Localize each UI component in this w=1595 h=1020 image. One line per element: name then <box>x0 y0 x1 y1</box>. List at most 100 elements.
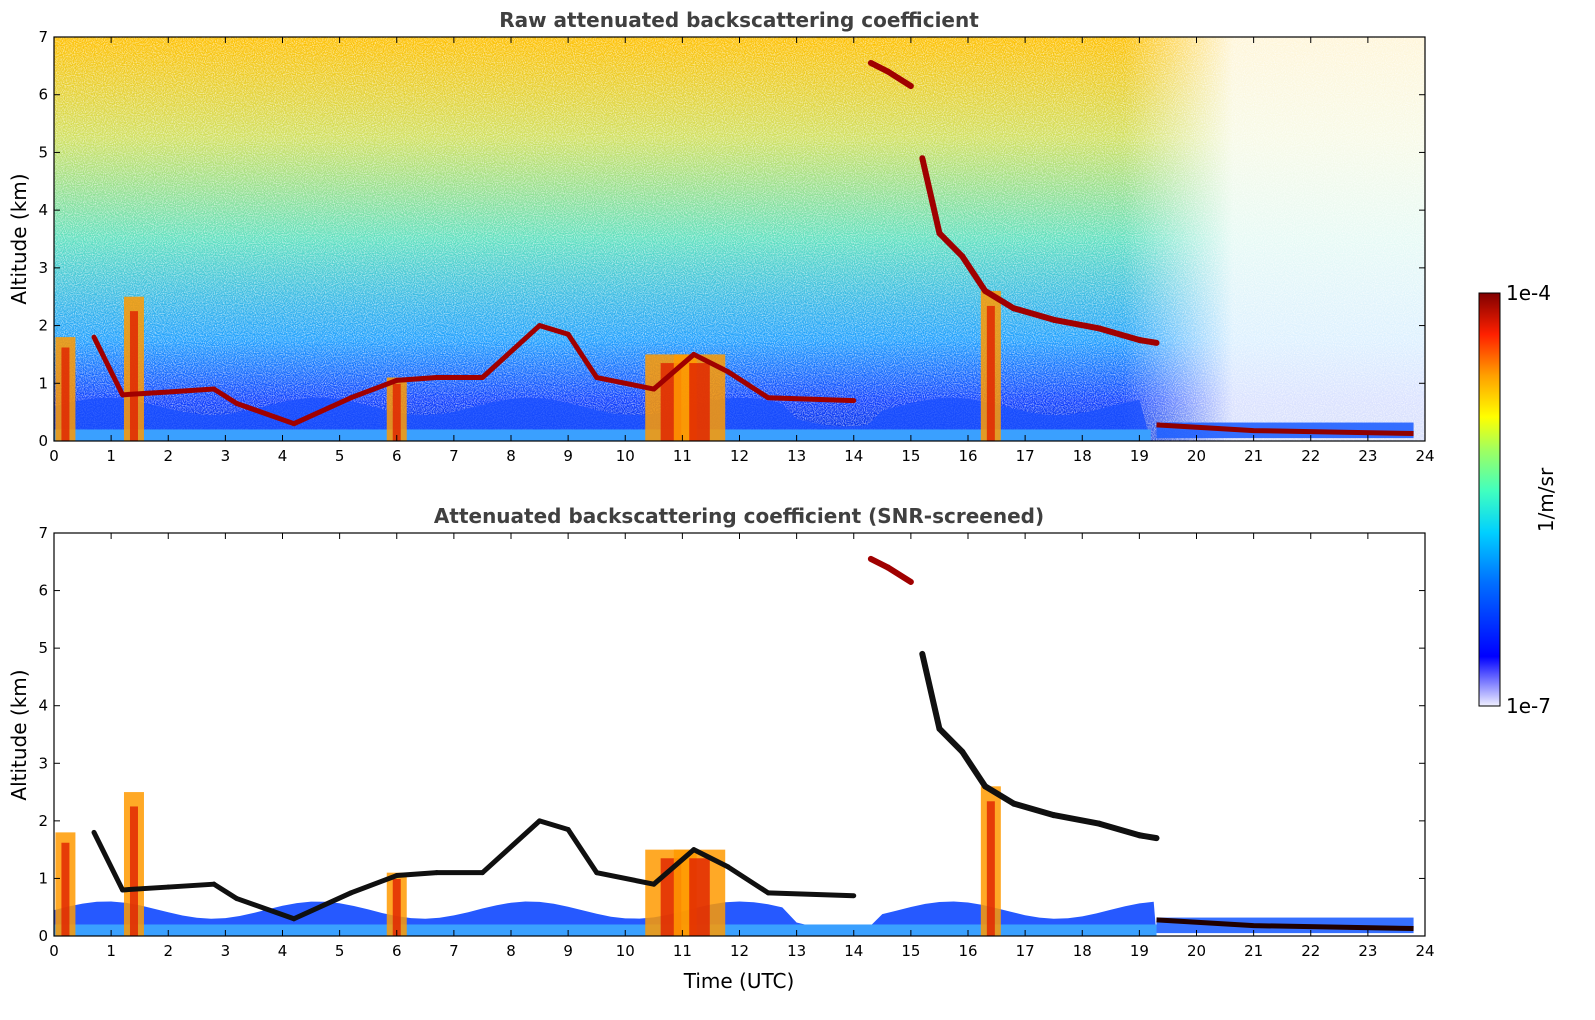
y-tick-label: 3 <box>38 754 48 772</box>
upper-cloud-segment <box>982 287 1017 312</box>
x-tick-label: 18 <box>1073 447 1092 465</box>
y-axis-label: Altitude (km) <box>7 669 31 800</box>
low-cloud-segment <box>91 829 126 893</box>
x-tick-label: 6 <box>392 942 402 960</box>
upper-cloud-segment <box>1096 325 1143 343</box>
x-tick-label: 3 <box>221 942 231 960</box>
colorbar-unit-label: 1/m/sr <box>1534 467 1558 532</box>
heatmap-raw <box>54 37 1425 441</box>
precipitation-core <box>689 858 710 936</box>
x-tick-label: 3 <box>221 447 231 465</box>
near-surface-aerosol <box>54 429 1151 441</box>
low-cloud-segment <box>348 377 400 401</box>
x-tick-label: 13 <box>787 942 806 960</box>
x-tick-label: 16 <box>958 447 977 465</box>
low-cloud-segment <box>537 818 571 832</box>
precipitation-core <box>392 879 401 936</box>
clear-air-fade <box>54 37 1425 441</box>
y-tick-label: 2 <box>38 812 48 830</box>
x-tick-label: 11 <box>673 447 692 465</box>
x-tick-label: 5 <box>335 447 345 465</box>
low-cloud-segment <box>394 870 440 879</box>
low-cloud-segment <box>394 375 440 383</box>
x-tick-label: 23 <box>1358 447 1377 465</box>
low-cloud-segment <box>725 864 771 896</box>
x-tick-label: 15 <box>901 447 920 465</box>
late-low-cloud <box>1156 917 1414 932</box>
y-tick-label: 3 <box>38 259 48 277</box>
panel-title: Attenuated backscattering coefficient (S… <box>434 504 1044 528</box>
x-tick-label: 8 <box>506 447 516 465</box>
colorbar: 1e-4 1e-7 1/m/sr <box>1478 281 1558 718</box>
y-tick-label: 7 <box>38 28 48 46</box>
x-tick-label: 6 <box>392 447 402 465</box>
y-tick-label: 7 <box>38 524 48 542</box>
upper-cloud-segment <box>1096 820 1143 839</box>
upper-cloud-segment <box>885 564 914 585</box>
upper-cloud-segment <box>1010 800 1057 819</box>
upper-cloud-segment <box>936 230 966 260</box>
panel-raw: Raw attenuated backscattering coefficien… <box>7 8 1435 465</box>
y-axis-label: Altitude (km) <box>7 173 31 304</box>
precipitation-core <box>129 311 138 441</box>
low-cloud-segment <box>594 375 657 392</box>
x-tick-label: 7 <box>449 447 459 465</box>
x-tick-label: 12 <box>730 447 749 465</box>
low-cloud-segment <box>594 870 657 887</box>
y-tick-label: 4 <box>38 697 48 715</box>
low-cloud-segment <box>537 323 571 337</box>
x-tick-label: 7 <box>449 942 459 960</box>
upper-cloud-segment <box>959 253 989 294</box>
x-tick-label: 1 <box>106 942 116 960</box>
upper-cloud-segment <box>1136 337 1160 346</box>
x-tick-label: 20 <box>1187 447 1206 465</box>
late-low-cloud <box>1156 422 1414 436</box>
x-tick-label: 12 <box>730 942 749 960</box>
x-tick-label: 23 <box>1358 942 1377 960</box>
y-tick-label: 1 <box>38 869 48 887</box>
x-tick-label: 18 <box>1073 942 1092 960</box>
upper-cloud-segment <box>867 555 892 571</box>
low-cloud-segment <box>651 351 697 392</box>
x-tick-label: 14 <box>844 942 863 960</box>
low-cloud-segment <box>479 818 543 876</box>
x-tick-label: 0 <box>49 942 59 960</box>
y-tick-label: 6 <box>38 582 48 600</box>
x-tick-label: 5 <box>335 942 345 960</box>
x-tick-label: 19 <box>1130 447 1149 465</box>
x-tick-label: 4 <box>278 447 288 465</box>
low-cloud-segment <box>211 881 240 902</box>
low-cloud-segment <box>234 400 297 427</box>
low-cloud-segment <box>565 826 600 876</box>
upper-cloud-segment <box>1010 305 1057 323</box>
x-tick-label: 4 <box>278 942 288 960</box>
x-tick-label: 15 <box>901 942 920 960</box>
y-tick-label: 1 <box>38 374 48 392</box>
panel-title: Raw attenuated backscattering coefficien… <box>499 8 979 32</box>
y-tick-label: 2 <box>38 317 48 335</box>
low-cloud-segment <box>565 331 600 381</box>
low-cloud-segment <box>765 395 857 404</box>
x-tick-label: 10 <box>616 942 635 960</box>
upper-cloud-segment <box>1050 316 1103 332</box>
precipitation-core <box>986 801 995 936</box>
x-tick-label: 19 <box>1130 942 1149 960</box>
upper-cloud-segment <box>919 155 943 237</box>
y-tick-label: 5 <box>38 639 48 657</box>
low-cloud-segment <box>211 386 240 406</box>
precipitation-core <box>986 305 995 441</box>
x-tick-label: 17 <box>1016 447 1035 465</box>
low-cloud-segment <box>120 389 171 398</box>
x-tick-label: 22 <box>1301 942 1320 960</box>
upper-cloud-segment <box>936 725 966 755</box>
x-tick-label: 9 <box>563 942 573 960</box>
upper-cloud-segment <box>1050 812 1103 827</box>
precipitation-core <box>129 806 138 936</box>
low-cloud-segment <box>725 369 771 401</box>
precipitation-core <box>689 363 710 441</box>
low-cloud-segment <box>291 395 354 427</box>
x-tick-label: 17 <box>1016 942 1035 960</box>
upper-cloud-segment <box>919 650 943 732</box>
precipitation-core <box>392 383 401 441</box>
x-axis-label: Time (UTC) <box>683 969 795 993</box>
